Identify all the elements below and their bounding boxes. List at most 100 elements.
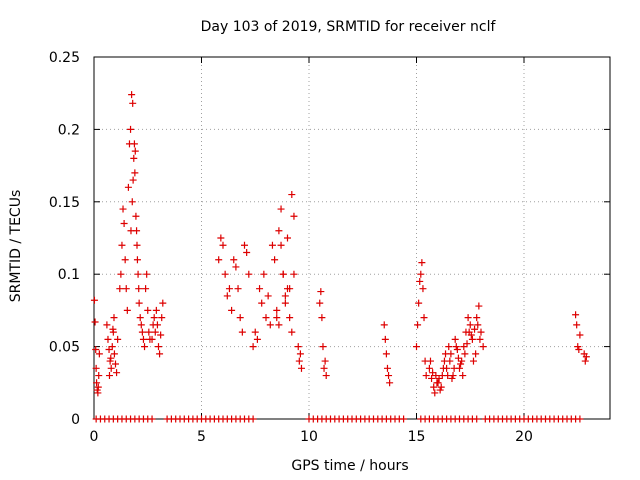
data-point: [92, 345, 100, 353]
y-tick-label: 0: [71, 412, 80, 428]
data-point: [249, 415, 257, 423]
data-point: [271, 256, 279, 264]
data-point: [157, 331, 165, 339]
data-point: [215, 256, 223, 264]
data-point: [444, 372, 452, 380]
data-point: [439, 364, 447, 372]
data-point: [431, 389, 439, 397]
data-point: [153, 321, 161, 329]
data-point: [288, 191, 296, 199]
data-point: [141, 343, 149, 351]
data-point: [275, 321, 283, 329]
data-point: [413, 343, 420, 351]
data-point: [459, 372, 467, 380]
data-point: [107, 354, 115, 362]
data-point: [473, 415, 481, 423]
data-point: [400, 415, 408, 423]
data-point: [451, 335, 459, 343]
data-point: [582, 353, 590, 361]
data-point: [135, 285, 143, 293]
data-point: [294, 343, 302, 351]
data-point: [322, 372, 330, 380]
data-point: [133, 241, 141, 249]
data-point: [264, 292, 272, 300]
data-point: [581, 357, 589, 365]
data-point: [130, 154, 138, 162]
y-tick-label: 0.1: [58, 267, 80, 283]
data-point: [297, 364, 305, 372]
data-point: [319, 343, 327, 351]
data-point: [123, 306, 131, 314]
data-point: [117, 270, 125, 278]
data-point: [245, 270, 253, 278]
data-point: [159, 299, 167, 307]
data-point: [93, 379, 101, 387]
data-point: [221, 270, 229, 278]
data-point: [228, 306, 236, 314]
data-point: [139, 335, 147, 343]
data-point: [317, 288, 325, 296]
data-point: [120, 220, 128, 228]
data-point: [286, 314, 294, 322]
data-point: [450, 364, 458, 372]
data-point: [144, 306, 152, 314]
data-point: [381, 335, 389, 343]
data-point: [382, 350, 390, 358]
data-point: [118, 241, 126, 249]
data-point: [90, 296, 98, 304]
data-point: [454, 354, 462, 362]
data-point: [435, 374, 443, 382]
data-point: [92, 364, 100, 372]
data-point: [457, 360, 465, 368]
data-point: [230, 256, 238, 264]
data-point: [223, 292, 231, 300]
data-point: [572, 311, 580, 319]
data-point: [266, 321, 274, 329]
data-point: [442, 350, 450, 358]
data-point: [429, 369, 437, 377]
data-point: [433, 379, 441, 387]
data-point: [295, 357, 303, 365]
data-points: [90, 91, 590, 423]
data-point: [145, 328, 153, 336]
data-point: [138, 328, 146, 336]
data-point: [290, 270, 298, 278]
data-point: [380, 321, 388, 329]
data-point: [236, 314, 244, 322]
data-point: [463, 340, 471, 348]
data-point: [105, 372, 113, 380]
data-point: [258, 299, 266, 307]
data-point: [461, 350, 469, 358]
data-point: [576, 415, 584, 423]
data-point: [232, 263, 240, 271]
data-point: [119, 205, 127, 213]
data-point: [109, 325, 117, 333]
data-point: [437, 383, 445, 391]
data-point: [445, 343, 453, 351]
data-point: [321, 357, 329, 365]
data-point: [116, 285, 124, 293]
data-point: [464, 314, 472, 322]
data-point: [466, 321, 474, 329]
data-point: [275, 227, 283, 235]
data-point: [156, 350, 164, 358]
data-point: [286, 285, 294, 293]
data-point: [107, 364, 115, 372]
data-point: [474, 321, 482, 329]
data-point: [473, 314, 481, 322]
data-point: [127, 125, 135, 133]
data-point: [151, 328, 159, 336]
data-point: [132, 212, 140, 220]
data-point: [288, 328, 296, 336]
data-point: [241, 241, 248, 249]
x-axis-title: GPS time / hours: [291, 458, 408, 474]
data-point: [425, 364, 433, 372]
data-point: [260, 270, 268, 278]
x-tick-label: 15: [408, 429, 426, 445]
data-point: [136, 314, 144, 322]
data-point: [296, 350, 304, 358]
data-point: [148, 415, 156, 423]
data-point: [114, 335, 122, 343]
data-point: [158, 314, 166, 322]
data-point: [253, 335, 261, 343]
